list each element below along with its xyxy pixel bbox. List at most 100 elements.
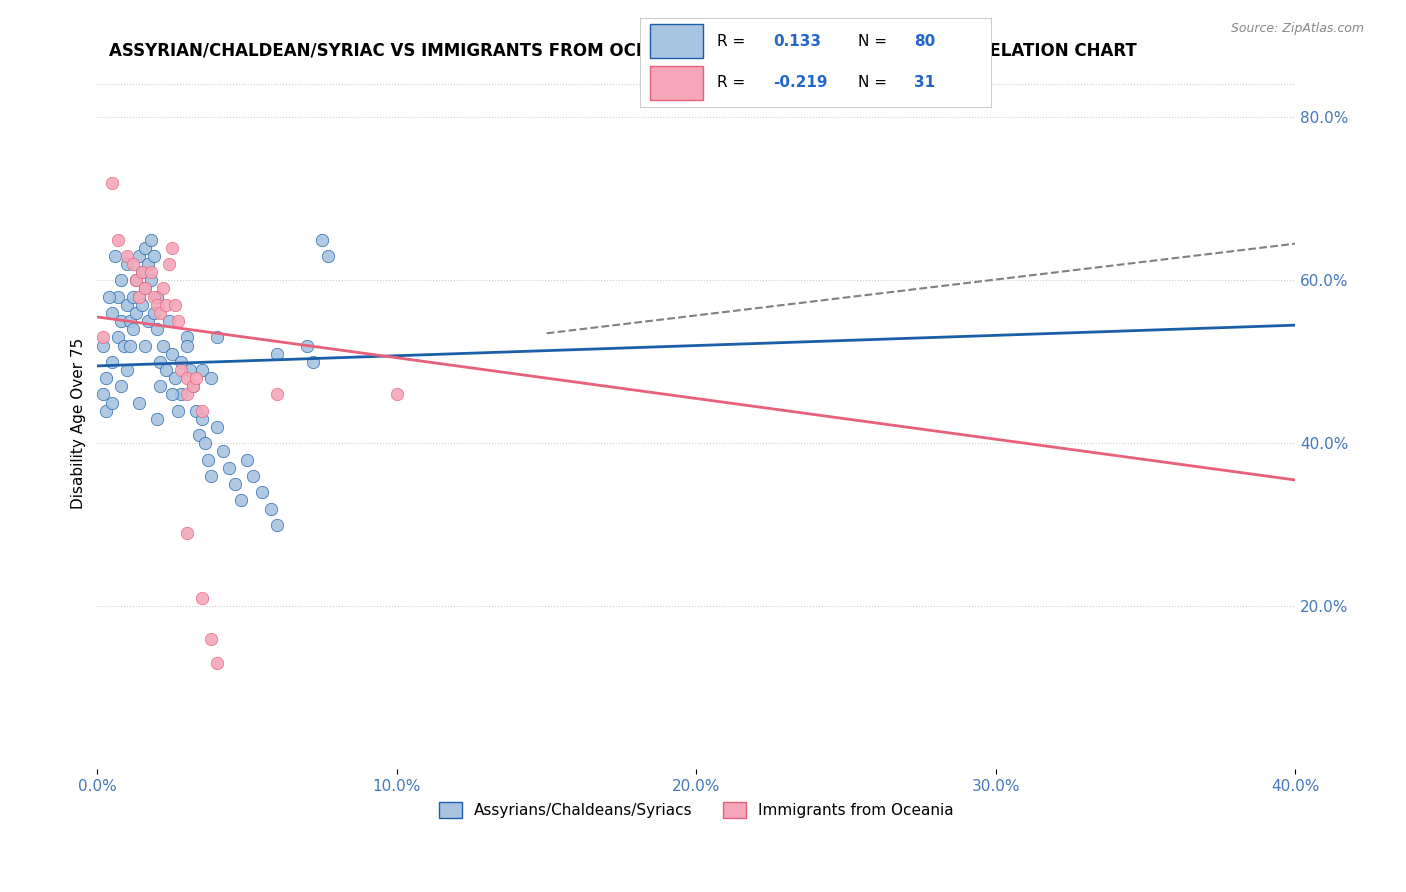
Point	[186, 371, 208, 385]
Point	[117, 298, 139, 312]
Point	[128, 395, 150, 409]
Point	[110, 314, 132, 328]
Point	[110, 273, 132, 287]
Point	[236, 452, 259, 467]
Point	[101, 306, 124, 320]
Text: N =: N =	[858, 34, 891, 48]
Point	[101, 355, 124, 369]
Point	[146, 290, 169, 304]
Point	[112, 338, 135, 352]
Point	[134, 281, 156, 295]
Point	[176, 371, 198, 385]
Point	[157, 314, 180, 328]
Point	[98, 290, 121, 304]
Point	[134, 241, 156, 255]
Point	[136, 257, 159, 271]
Point	[117, 257, 139, 271]
Point	[179, 363, 201, 377]
Point	[224, 477, 246, 491]
Point	[122, 290, 145, 304]
Point	[200, 371, 222, 385]
Text: R =: R =	[717, 76, 751, 90]
Point	[260, 501, 283, 516]
Point	[160, 346, 183, 360]
Point	[120, 338, 142, 352]
Legend: Assyrians/Chaldeans/Syriacs, Immigrants from Oceania: Assyrians/Chaldeans/Syriacs, Immigrants …	[433, 796, 960, 824]
Text: -0.219: -0.219	[773, 76, 828, 90]
Point	[311, 233, 333, 247]
Y-axis label: Disability Age Over 75: Disability Age Over 75	[72, 337, 86, 508]
Point	[107, 233, 129, 247]
Point	[96, 371, 118, 385]
Point	[149, 355, 172, 369]
Point	[176, 387, 198, 401]
Point	[155, 298, 177, 312]
Point	[212, 444, 235, 458]
Point	[194, 436, 217, 450]
Bar	[650, 66, 703, 100]
Point	[131, 265, 153, 279]
Point	[128, 290, 150, 304]
Point	[176, 338, 198, 352]
Point	[170, 355, 193, 369]
Point	[295, 338, 318, 352]
Point	[125, 273, 148, 287]
Point	[125, 273, 148, 287]
Point	[205, 330, 228, 344]
Point	[93, 387, 115, 401]
Point	[134, 281, 156, 295]
Point	[131, 265, 153, 279]
Point	[167, 314, 190, 328]
Point	[128, 249, 150, 263]
Point	[143, 306, 166, 320]
Point	[152, 281, 174, 295]
Point	[266, 387, 288, 401]
Point	[146, 322, 169, 336]
Point	[93, 330, 115, 344]
Point	[107, 330, 129, 344]
Point	[181, 379, 204, 393]
Point	[120, 314, 142, 328]
Point	[128, 290, 150, 304]
Point	[302, 355, 325, 369]
Point	[200, 632, 222, 646]
Point	[266, 346, 288, 360]
Point	[191, 591, 214, 606]
Point	[170, 363, 193, 377]
Point	[131, 298, 153, 312]
Point	[104, 249, 127, 263]
Point	[146, 412, 169, 426]
Point	[160, 387, 183, 401]
Point	[110, 379, 132, 393]
Point	[218, 460, 240, 475]
Text: 0.133: 0.133	[773, 34, 821, 48]
Point	[146, 298, 169, 312]
Point	[141, 273, 163, 287]
Point	[143, 249, 166, 263]
Point	[101, 395, 124, 409]
Text: 80: 80	[914, 34, 935, 48]
Point	[186, 403, 208, 417]
Point	[191, 363, 214, 377]
Text: R =: R =	[717, 34, 751, 48]
Point	[170, 387, 193, 401]
Point	[117, 363, 139, 377]
Point	[250, 485, 273, 500]
Point	[125, 306, 148, 320]
Point	[242, 469, 264, 483]
Point	[157, 257, 180, 271]
Point	[176, 330, 198, 344]
Point	[200, 469, 222, 483]
Point	[385, 387, 408, 401]
Point	[167, 403, 190, 417]
Point	[93, 338, 115, 352]
Point	[136, 314, 159, 328]
Point	[141, 233, 163, 247]
Point	[155, 363, 177, 377]
Point	[96, 403, 118, 417]
Point	[181, 379, 204, 393]
Point	[122, 322, 145, 336]
Point	[176, 525, 198, 540]
Point	[191, 412, 214, 426]
Point	[191, 403, 214, 417]
